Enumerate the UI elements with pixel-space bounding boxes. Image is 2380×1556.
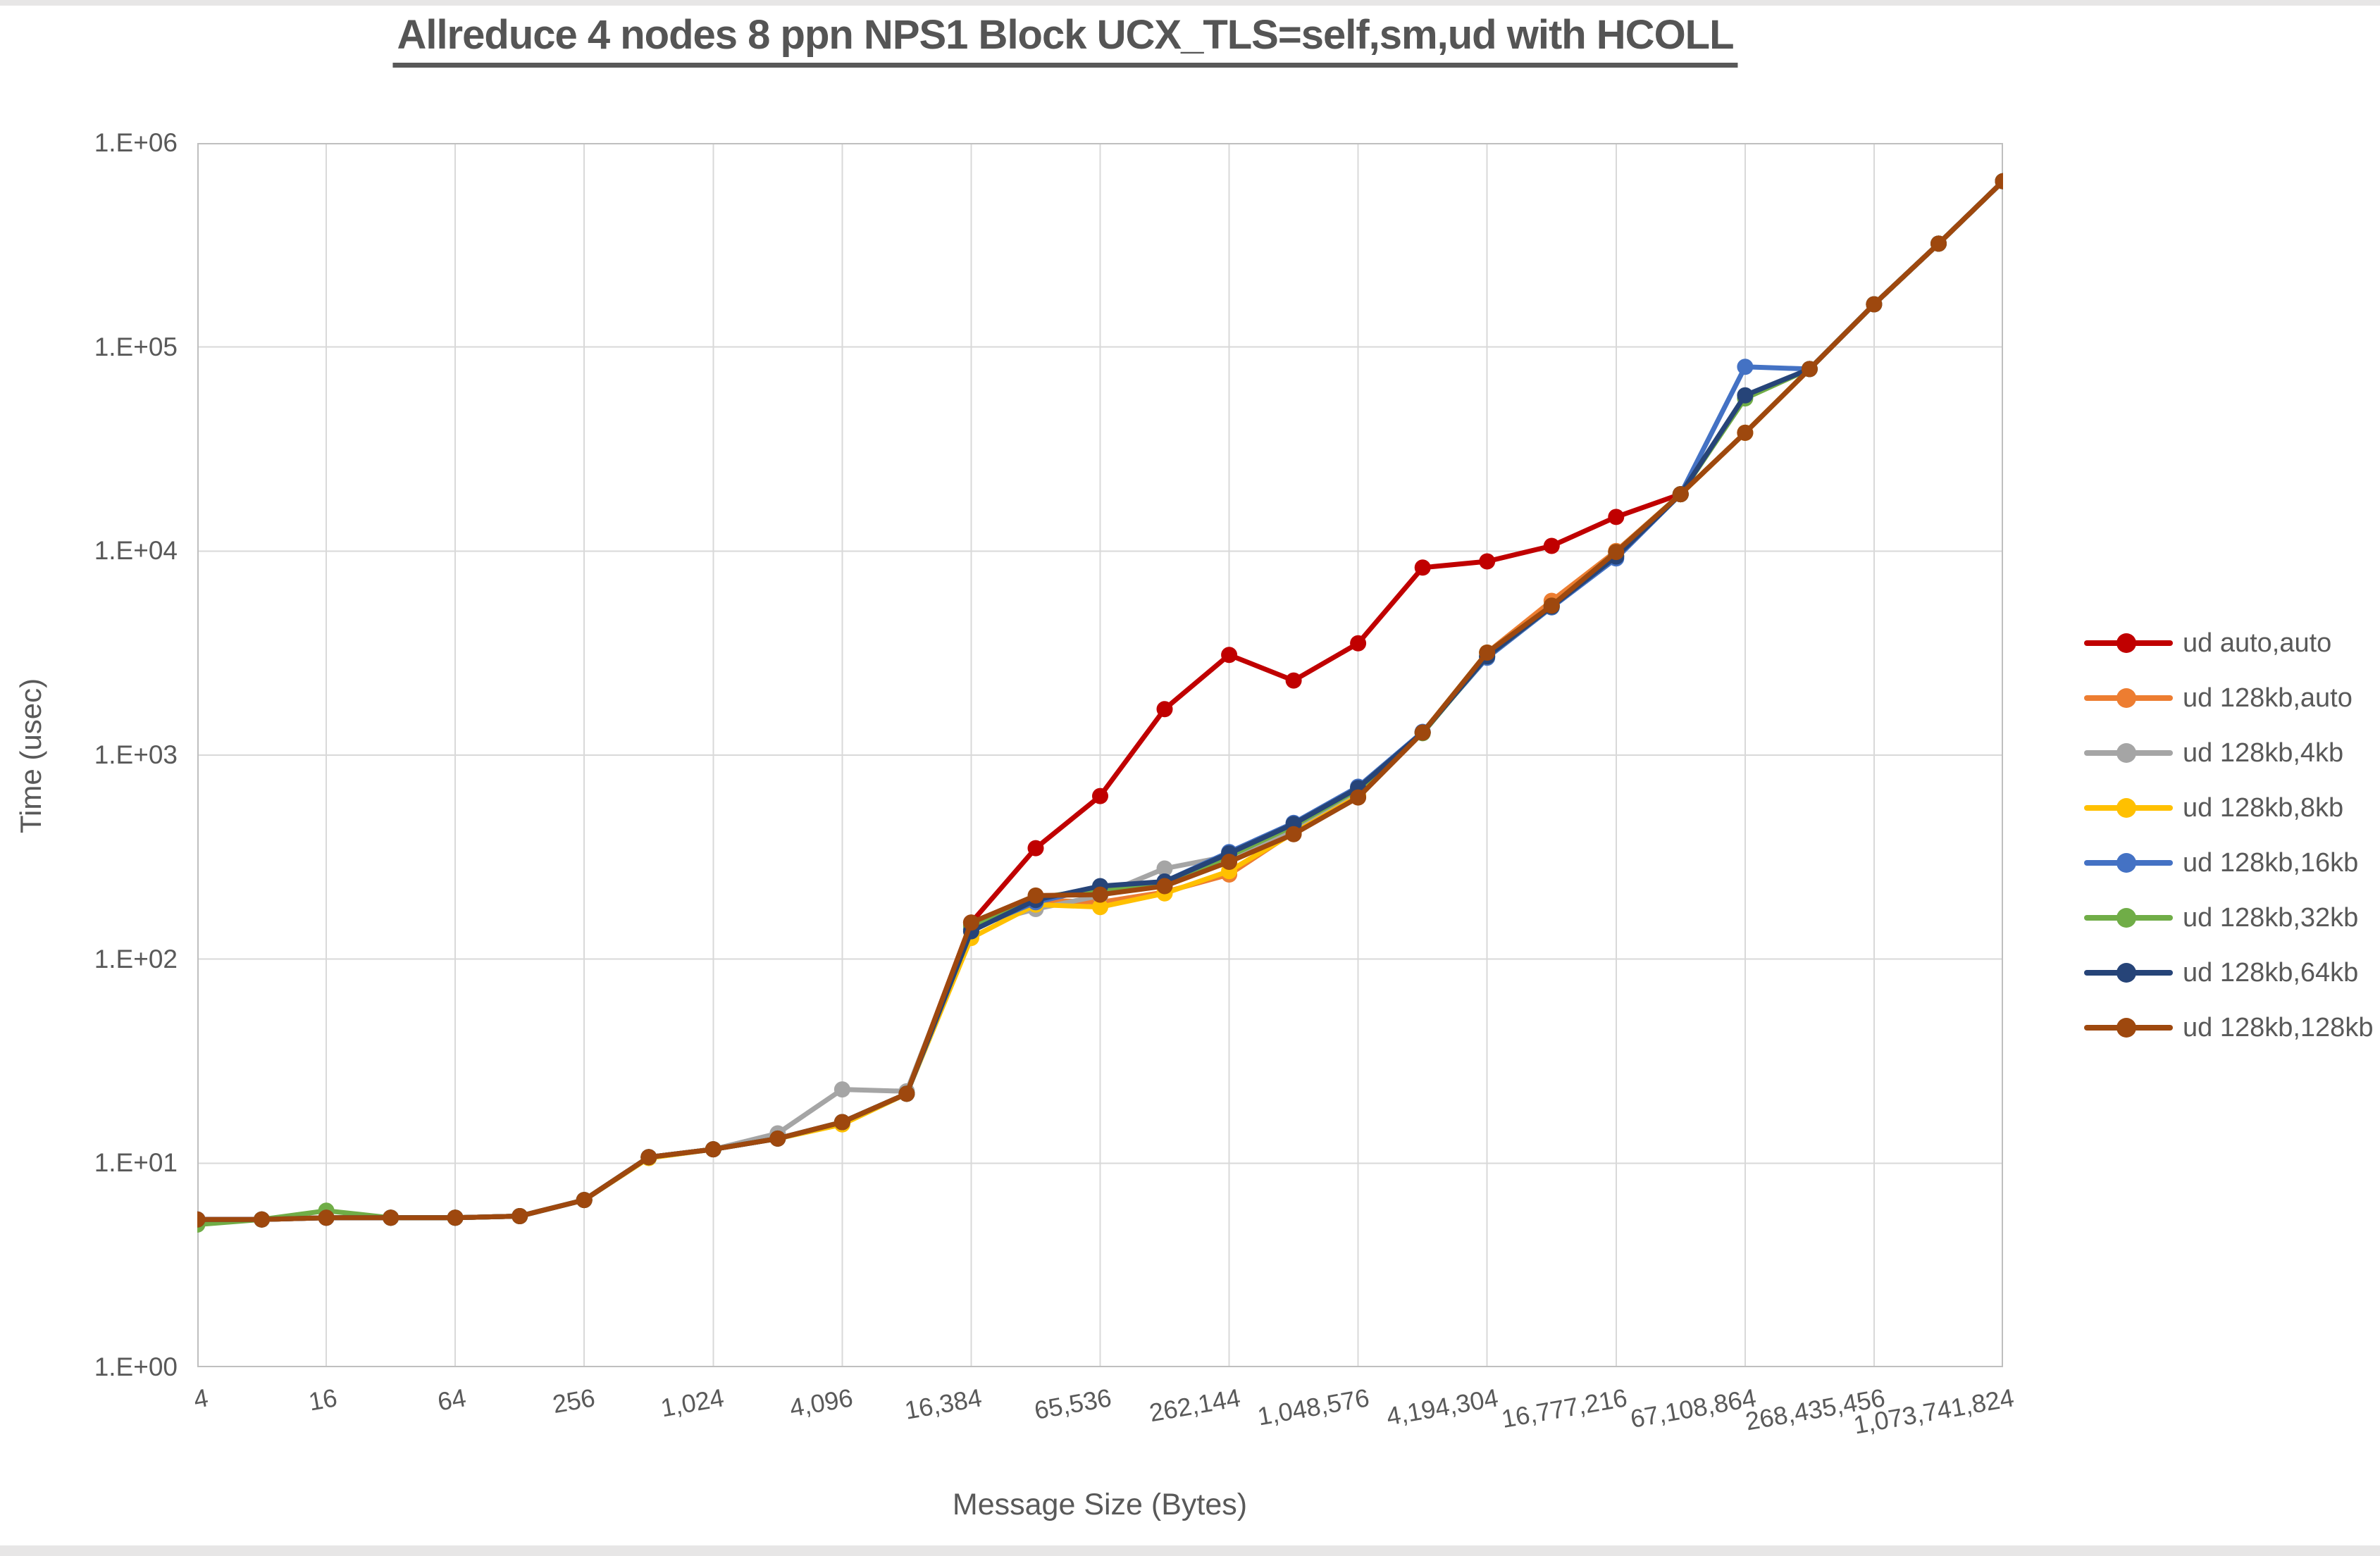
data-point bbox=[1414, 559, 1431, 576]
data-point bbox=[512, 1208, 528, 1224]
data-point bbox=[1350, 789, 1367, 806]
legend-label: ud 128kb,64kb bbox=[2183, 957, 2359, 988]
bottom-border-strip bbox=[0, 1545, 2380, 1556]
legend-item-ud-auto-auto: ud auto,auto bbox=[2084, 616, 2373, 671]
data-point bbox=[1156, 701, 1173, 718]
legend-label: ud 128kb,auto bbox=[2183, 683, 2353, 713]
legend-label: ud auto,auto bbox=[2183, 628, 2332, 658]
data-point bbox=[1801, 361, 1818, 378]
data-point bbox=[833, 1081, 850, 1098]
data-point bbox=[640, 1149, 657, 1166]
plot-area bbox=[197, 143, 2003, 1367]
data-point bbox=[1543, 537, 1560, 554]
legend-label: ud 128kb,4kb bbox=[2183, 737, 2344, 768]
data-point bbox=[1350, 635, 1367, 652]
data-point bbox=[1995, 173, 2003, 189]
y-tick-label: 1.E+02 bbox=[94, 944, 178, 973]
data-point bbox=[254, 1211, 270, 1228]
legend-marker-dot bbox=[2116, 908, 2136, 928]
data-point bbox=[576, 1192, 593, 1209]
legend-marker-dot bbox=[2116, 1018, 2136, 1038]
legend-line-marker-icon bbox=[2084, 907, 2173, 929]
legend-marker-dot bbox=[2116, 798, 2136, 818]
legend-item-ud-128kb-auto: ud 128kb,auto bbox=[2084, 671, 2373, 726]
top-border-strip bbox=[0, 0, 2380, 6]
legend-item-ud-128kb-8kb: ud 128kb,8kb bbox=[2084, 780, 2373, 835]
y-axis-title: Time (usec) bbox=[14, 678, 47, 834]
data-point bbox=[1027, 840, 1044, 857]
y-tick-label: 1.E+01 bbox=[94, 1148, 178, 1178]
data-point bbox=[1930, 235, 1947, 252]
y-tick-label: 1.E+03 bbox=[94, 740, 178, 769]
data-point bbox=[383, 1209, 399, 1226]
legend-line-marker-icon bbox=[2084, 1016, 2173, 1039]
data-point bbox=[1479, 553, 1496, 570]
data-point bbox=[1221, 647, 1238, 664]
y-tick-label: 1.E+00 bbox=[94, 1352, 178, 1381]
data-point bbox=[1737, 387, 1754, 404]
data-point bbox=[1608, 544, 1625, 561]
legend-item-ud-128kb-64kb: ud 128kb,64kb bbox=[2084, 945, 2373, 1000]
legend-line-marker-icon bbox=[2084, 742, 2173, 764]
data-point bbox=[1479, 645, 1496, 661]
chart-legend: ud auto,auto ud 128kb,auto ud 128kb,4kb ud … bbox=[2084, 616, 2373, 1055]
data-point bbox=[962, 914, 979, 931]
data-point bbox=[1608, 509, 1625, 525]
legend-label: ud 128kb,128kb bbox=[2183, 1012, 2374, 1042]
data-point bbox=[1027, 887, 1044, 904]
legend-line-marker-icon bbox=[2084, 797, 2173, 819]
chart-title: Allreduce 4 nodes 8 ppn NPS1 Block UCX_T… bbox=[392, 11, 1738, 68]
data-point bbox=[833, 1114, 850, 1131]
y-tick-label: 1.E+06 bbox=[94, 128, 178, 157]
data-point bbox=[1414, 724, 1431, 741]
data-point bbox=[1092, 899, 1108, 916]
data-point bbox=[1737, 424, 1754, 441]
legend-item-ud-128kb-4kb: ud 128kb,4kb bbox=[2084, 726, 2373, 780]
y-tick-label: 1.E+04 bbox=[94, 536, 178, 566]
legend-item-ud-128kb-16kb: ud 128kb,16kb bbox=[2084, 835, 2373, 890]
data-point bbox=[1092, 886, 1108, 903]
legend-label: ud 128kb,32kb bbox=[2183, 902, 2359, 933]
legend-line-marker-icon bbox=[2084, 632, 2173, 654]
legend-item-ud-128kb-128kb: ud 128kb,128kb bbox=[2084, 1000, 2373, 1055]
data-point bbox=[447, 1209, 464, 1226]
y-tick-label: 1.E+05 bbox=[94, 332, 178, 361]
legend-line-marker-icon bbox=[2084, 961, 2173, 984]
data-point bbox=[1285, 672, 1302, 689]
legend-marker-dot bbox=[2116, 853, 2136, 873]
legend-marker-dot bbox=[2116, 633, 2136, 653]
data-point bbox=[1092, 788, 1108, 804]
data-point bbox=[1221, 854, 1238, 870]
legend-marker-dot bbox=[2116, 963, 2136, 983]
data-point bbox=[1866, 296, 1883, 313]
data-point bbox=[1156, 878, 1173, 895]
data-point bbox=[769, 1130, 786, 1147]
data-point bbox=[898, 1085, 915, 1102]
legend-line-marker-icon bbox=[2084, 687, 2173, 709]
data-point bbox=[197, 1211, 206, 1228]
legend-marker-dot bbox=[2116, 743, 2136, 763]
data-point bbox=[1285, 826, 1302, 842]
legend-label: ud 128kb,16kb bbox=[2183, 847, 2359, 878]
data-point bbox=[1543, 597, 1560, 614]
data-point bbox=[318, 1209, 335, 1226]
data-point bbox=[1737, 359, 1754, 375]
legend-marker-dot bbox=[2116, 688, 2136, 708]
plot-border bbox=[197, 143, 2003, 1367]
data-point bbox=[705, 1141, 721, 1158]
legend-label: ud 128kb,8kb bbox=[2183, 792, 2344, 823]
data-point bbox=[1672, 486, 1689, 503]
legend-item-ud-128kb-32kb: ud 128kb,32kb bbox=[2084, 890, 2373, 945]
data-point bbox=[1156, 860, 1173, 877]
legend-line-marker-icon bbox=[2084, 852, 2173, 874]
x-axis-title: Message Size (Bytes) bbox=[952, 1488, 1248, 1521]
